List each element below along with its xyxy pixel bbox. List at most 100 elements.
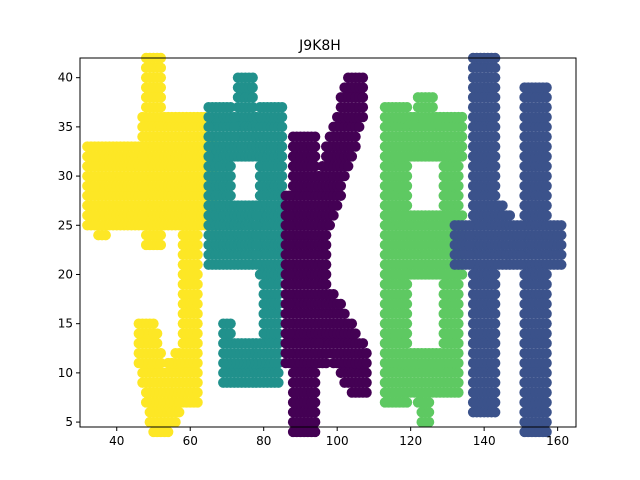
data-point bbox=[328, 288, 339, 300]
data-point bbox=[401, 397, 413, 408]
data-point bbox=[434, 387, 446, 398]
data-point bbox=[423, 397, 435, 408]
data-point bbox=[192, 298, 203, 310]
data-point bbox=[309, 141, 321, 152]
data-point bbox=[192, 239, 203, 251]
data-point bbox=[284, 249, 295, 260]
data-point bbox=[137, 220, 148, 231]
data-point bbox=[284, 259, 295, 270]
data-point bbox=[100, 229, 111, 241]
data-point bbox=[541, 367, 552, 379]
series-j bbox=[82, 52, 222, 438]
data-point bbox=[556, 259, 567, 270]
data-point bbox=[489, 387, 501, 398]
data-point bbox=[155, 239, 167, 251]
data-point bbox=[541, 131, 552, 142]
data-point bbox=[284, 190, 295, 201]
data-point bbox=[284, 220, 295, 231]
y-tick-label: 25 bbox=[58, 218, 73, 232]
data-point bbox=[192, 338, 203, 349]
data-point bbox=[144, 416, 156, 428]
data-point bbox=[489, 318, 501, 329]
data-point bbox=[137, 131, 148, 142]
data-point bbox=[401, 180, 413, 192]
data-point bbox=[203, 121, 214, 133]
data-point bbox=[170, 416, 181, 428]
data-point bbox=[225, 318, 236, 329]
data-point bbox=[401, 279, 413, 290]
data-point bbox=[284, 318, 295, 329]
data-point bbox=[541, 82, 552, 93]
x-tick-label: 160 bbox=[546, 434, 569, 448]
data-point bbox=[434, 259, 446, 270]
data-point bbox=[335, 190, 347, 201]
data-point bbox=[357, 92, 369, 103]
data-point bbox=[192, 397, 203, 408]
data-point bbox=[409, 131, 420, 142]
data-point bbox=[401, 161, 413, 172]
data-point bbox=[541, 279, 552, 290]
data-point bbox=[284, 348, 295, 359]
data-point bbox=[434, 348, 446, 359]
data-point bbox=[401, 338, 413, 349]
data-point bbox=[453, 279, 464, 290]
data-point bbox=[453, 357, 464, 369]
data-point bbox=[339, 308, 350, 320]
data-point bbox=[423, 416, 435, 428]
data-point bbox=[379, 131, 391, 142]
data-point bbox=[453, 288, 464, 300]
data-point bbox=[320, 279, 332, 290]
data-point bbox=[556, 249, 567, 260]
data-point bbox=[273, 328, 284, 339]
data-point bbox=[541, 318, 552, 329]
data-point bbox=[401, 200, 413, 211]
data-point bbox=[489, 269, 501, 280]
data-point bbox=[276, 141, 288, 152]
data-point bbox=[354, 121, 365, 133]
data-point bbox=[350, 131, 361, 142]
data-point bbox=[276, 102, 288, 113]
data-point bbox=[276, 151, 288, 162]
data-point bbox=[174, 407, 185, 418]
data-point bbox=[541, 416, 552, 428]
data-point bbox=[434, 377, 446, 388]
data-point bbox=[309, 161, 321, 172]
data-point bbox=[434, 210, 446, 221]
data-point bbox=[225, 102, 236, 113]
data-point bbox=[137, 180, 148, 192]
data-point bbox=[203, 131, 214, 142]
data-point bbox=[218, 357, 229, 369]
data-point bbox=[151, 338, 163, 349]
data-point bbox=[401, 190, 413, 201]
data-point bbox=[276, 161, 288, 172]
data-point bbox=[343, 161, 354, 172]
data-point bbox=[556, 239, 567, 251]
data-point bbox=[273, 288, 284, 300]
data-point bbox=[273, 367, 284, 379]
data-point bbox=[427, 92, 438, 103]
data-point bbox=[453, 190, 464, 201]
data-point bbox=[453, 308, 464, 320]
data-point bbox=[541, 426, 552, 438]
data-point bbox=[140, 387, 152, 398]
data-point bbox=[541, 92, 552, 103]
data-point bbox=[453, 318, 464, 329]
data-point bbox=[218, 367, 229, 379]
data-point bbox=[489, 141, 501, 152]
data-point bbox=[251, 220, 262, 231]
data-point bbox=[346, 151, 358, 162]
data-point bbox=[320, 229, 332, 241]
y-tick-label: 15 bbox=[58, 317, 73, 331]
data-point bbox=[89, 161, 100, 172]
data-point bbox=[464, 249, 475, 260]
data-point bbox=[192, 279, 203, 290]
x-tick-label: 100 bbox=[326, 434, 349, 448]
data-point bbox=[489, 407, 501, 418]
data-point bbox=[89, 190, 100, 201]
data-point bbox=[427, 102, 438, 113]
data-point bbox=[225, 170, 236, 182]
data-point bbox=[453, 367, 464, 379]
data-point bbox=[273, 348, 284, 359]
data-point bbox=[456, 210, 468, 221]
data-point bbox=[276, 131, 288, 142]
